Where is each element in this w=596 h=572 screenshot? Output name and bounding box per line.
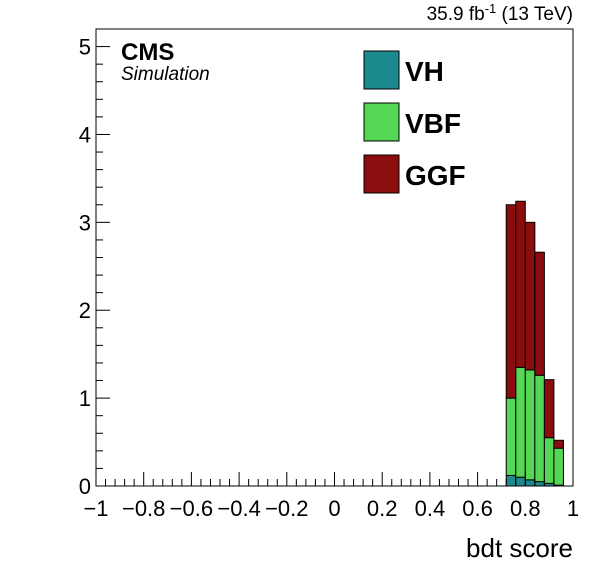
bar-ggf-4	[543, 379, 555, 439]
axis-ticks	[95, 28, 574, 487]
simulation-label: Simulation	[121, 64, 210, 85]
legend-swatch-ggf	[363, 154, 400, 194]
x-tick-label: −0.8	[122, 496, 165, 521]
x-tick-label: 1	[567, 496, 579, 521]
legend-label-vh: VH	[405, 56, 444, 87]
y-tick-label: 1	[79, 386, 91, 411]
legend: VH VBF GGF	[363, 50, 466, 194]
bar-ggf-0	[505, 204, 517, 399]
legend-label-vbf: VBF	[405, 108, 461, 139]
bar-vh-3	[534, 481, 545, 487]
cms-label: CMS	[121, 39, 174, 66]
bar-vbf-3	[534, 374, 545, 483]
bar-vbf-4	[543, 437, 555, 484]
plot-frame	[95, 28, 574, 487]
x-tick-label: 0	[328, 496, 340, 521]
x-tick-label: −1	[83, 496, 108, 521]
bar-vbf-1	[515, 366, 526, 478]
bar-vh-0	[505, 474, 517, 487]
bar-ggf-2	[524, 221, 536, 371]
bar-ggf-5	[553, 439, 564, 449]
y-tick-label: 2	[79, 298, 91, 323]
x-tick-label: −0.6	[170, 496, 213, 521]
legend-swatch-vbf	[363, 102, 400, 142]
y-tick-label: 0	[79, 474, 91, 499]
bar-vbf-0	[505, 397, 517, 476]
x-tick-label: −0.2	[265, 496, 308, 521]
lumi-label: 35.9 fb-1 (13 TeV)	[427, 1, 573, 25]
histogram-bars	[505, 200, 564, 487]
x-tick-label: 0.2	[367, 496, 398, 521]
legend-swatch-vh	[363, 50, 400, 90]
x-tick-labels: −1 −0.8 −0.6 −0.4 −0.2 0 0.2 0.4 0.6 0.8 1	[83, 496, 579, 521]
x-tick-label: 0.4	[415, 496, 446, 521]
bar-vbf-2	[524, 369, 536, 481]
legend-label-ggf: GGF	[405, 160, 466, 191]
bar-vh-2	[524, 479, 536, 487]
x-tick-label: 0.6	[462, 496, 493, 521]
x-tick-label: −0.4	[217, 496, 260, 521]
x-axis-title: bdt score	[466, 533, 573, 563]
x-tick-label: 0.8	[510, 496, 541, 521]
bar-vbf-5	[553, 447, 564, 486]
y-tick-labels: 0 1 2 3 4 5	[79, 35, 91, 499]
bar-ggf-3	[534, 251, 545, 376]
y-tick-label: 3	[79, 210, 91, 235]
bar-vh-1	[515, 476, 526, 487]
y-tick-label: 4	[79, 122, 91, 147]
bar-ggf-1	[515, 200, 526, 368]
y-tick-label: 5	[79, 35, 91, 60]
